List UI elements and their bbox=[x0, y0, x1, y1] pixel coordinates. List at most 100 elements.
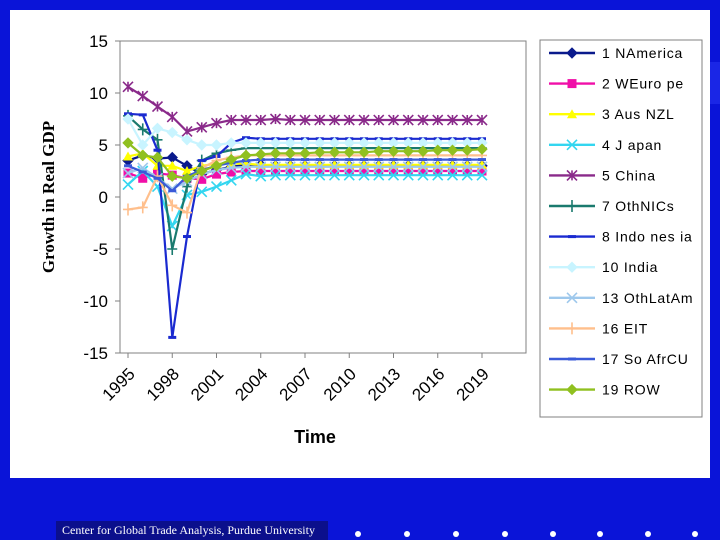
data-point bbox=[255, 170, 267, 182]
nav-dot-3[interactable] bbox=[453, 531, 459, 537]
data-point bbox=[343, 169, 355, 181]
data-point bbox=[196, 165, 208, 177]
data-point bbox=[314, 114, 326, 126]
nav-dot-5[interactable] bbox=[550, 531, 556, 537]
data-point bbox=[255, 161, 267, 173]
nav-dot-7[interactable] bbox=[645, 531, 651, 537]
data-point bbox=[241, 166, 251, 176]
data-point bbox=[433, 158, 442, 162]
data-point bbox=[360, 158, 368, 162]
data-point bbox=[432, 144, 444, 156]
side-accent-bar bbox=[710, 62, 720, 104]
data-point bbox=[210, 117, 223, 129]
data-point bbox=[387, 169, 400, 181]
series-5 bbox=[122, 81, 488, 138]
data-point bbox=[403, 166, 413, 176]
data-point bbox=[461, 114, 473, 126]
x-axis-title: Time bbox=[294, 427, 336, 447]
data-point bbox=[463, 158, 472, 162]
data-point bbox=[402, 161, 414, 173]
x-tick-label: 2010 bbox=[320, 364, 360, 404]
data-point bbox=[225, 114, 237, 126]
data-point bbox=[373, 161, 385, 173]
series-line bbox=[127, 169, 482, 229]
data-point bbox=[328, 169, 341, 181]
data-point bbox=[402, 114, 414, 126]
legend-item: 1 NAmerica bbox=[549, 45, 682, 61]
data-point bbox=[476, 169, 488, 181]
nav-dot-6[interactable] bbox=[597, 531, 603, 537]
data-point bbox=[476, 143, 488, 155]
legend-item: 5 China bbox=[549, 167, 655, 183]
data-point bbox=[417, 169, 429, 181]
data-point bbox=[123, 203, 133, 216]
data-point bbox=[446, 169, 459, 181]
nav-dot-8[interactable] bbox=[692, 531, 698, 537]
y-tick-label: 15 bbox=[89, 32, 108, 51]
data-point bbox=[284, 147, 296, 160]
data-point bbox=[196, 186, 208, 198]
data-point bbox=[404, 158, 413, 162]
x-tick-label: 2007 bbox=[276, 364, 316, 404]
nav-dot-2[interactable] bbox=[404, 531, 410, 537]
plot-area bbox=[119, 40, 527, 354]
data-point bbox=[476, 114, 488, 126]
chart-panel: 15 10 5 0 -5 -10 -15 1995 1998 2001 2004 2007 2010 20… bbox=[10, 10, 710, 478]
data-point bbox=[448, 158, 457, 162]
data-point bbox=[225, 137, 237, 149]
legend-item: 16 EIT bbox=[549, 320, 648, 336]
legend-label: 19 ROW bbox=[602, 382, 660, 398]
x-tick-label: 2019 bbox=[453, 364, 493, 404]
data-point bbox=[166, 111, 178, 123]
data-point bbox=[402, 169, 414, 181]
y-axis-title: Growth in Real GDP bbox=[39, 121, 58, 273]
data-point bbox=[226, 167, 236, 177]
data-point bbox=[196, 121, 208, 133]
data-point bbox=[461, 161, 473, 173]
x-tick-label: 2001 bbox=[187, 364, 227, 404]
data-point bbox=[373, 145, 385, 157]
data-point bbox=[168, 335, 177, 339]
series-6 bbox=[123, 109, 487, 255]
data-point bbox=[153, 148, 162, 152]
y-tick-label: 0 bbox=[99, 188, 108, 207]
data-point bbox=[358, 169, 370, 181]
data-point bbox=[181, 172, 193, 184]
data-point bbox=[182, 206, 192, 219]
y-tick-label: -15 bbox=[83, 344, 108, 363]
data-point bbox=[328, 161, 341, 173]
legend-label: 4 J apan bbox=[602, 137, 662, 153]
x-tick-label: 2004 bbox=[231, 364, 271, 404]
data-point bbox=[343, 114, 355, 126]
legend-label: 13 OthLatAm bbox=[602, 290, 693, 306]
data-point bbox=[358, 114, 370, 126]
legend-marker bbox=[567, 200, 577, 212]
nav-dot-1[interactable] bbox=[355, 531, 361, 537]
data-point bbox=[345, 158, 354, 162]
data-point bbox=[122, 137, 134, 149]
legend-marker bbox=[568, 235, 576, 239]
data-point bbox=[137, 90, 149, 102]
nav-dot-4[interactable] bbox=[502, 531, 508, 537]
data-point bbox=[446, 114, 459, 126]
data-point bbox=[328, 146, 341, 158]
legend-marker bbox=[566, 383, 578, 396]
legend-label: 16 EIT bbox=[602, 320, 648, 336]
data-point bbox=[152, 160, 163, 170]
data-point bbox=[330, 158, 339, 162]
legend-marker bbox=[566, 139, 578, 151]
data-point bbox=[299, 169, 311, 181]
data-point bbox=[299, 147, 311, 160]
data-point bbox=[151, 122, 164, 135]
data-point bbox=[417, 145, 429, 157]
data-point bbox=[432, 161, 444, 173]
legend-item: 7 OthNICs bbox=[549, 198, 674, 214]
data-point bbox=[269, 161, 282, 173]
data-point bbox=[210, 181, 223, 193]
x-tick-label: 1998 bbox=[143, 364, 183, 404]
data-point bbox=[269, 113, 282, 125]
data-point bbox=[183, 235, 191, 239]
data-point bbox=[300, 166, 310, 176]
data-point bbox=[225, 153, 237, 166]
